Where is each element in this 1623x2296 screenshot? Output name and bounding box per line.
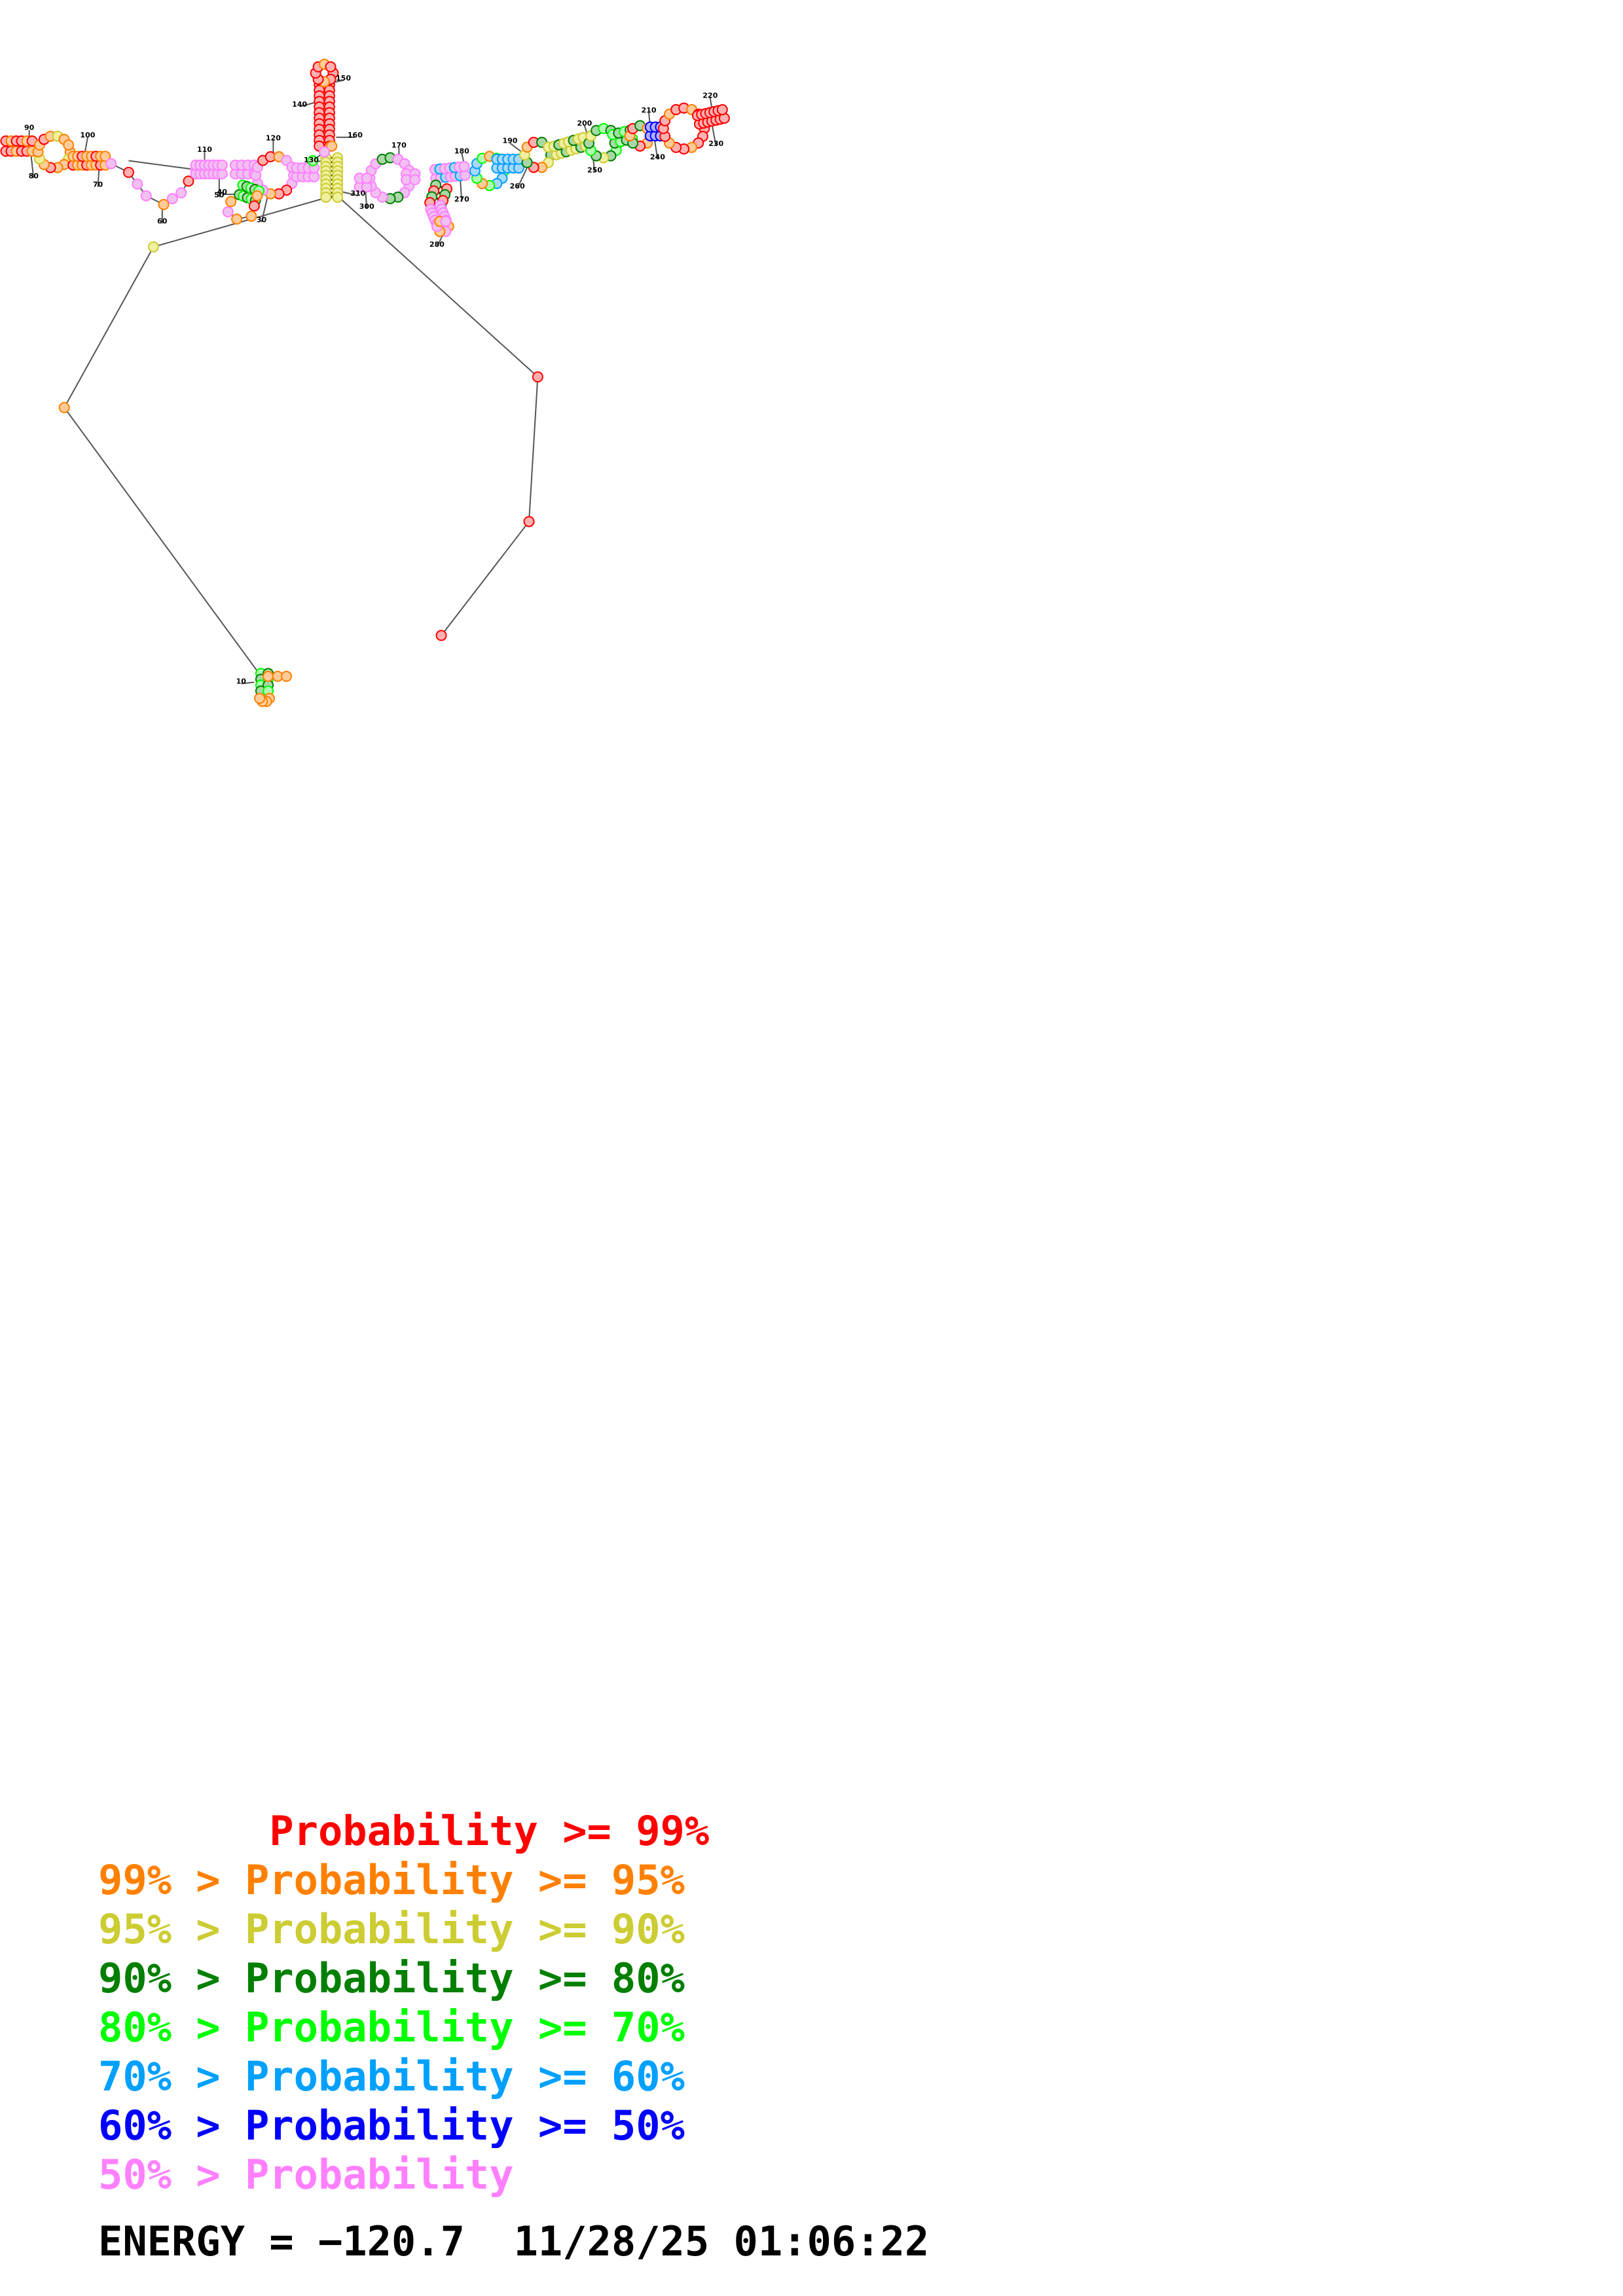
nucleotide [122, 166, 134, 178]
nucleotide [326, 140, 338, 152]
nucleotide [132, 178, 143, 190]
position-label: 140 [292, 100, 307, 109]
nucleotide [532, 371, 543, 383]
nucleotide [320, 191, 332, 203]
nucleotide [319, 146, 331, 158]
label-tick [84, 137, 88, 154]
nucleotide [175, 187, 187, 199]
position-label: 50 [214, 190, 225, 199]
position-label: 280 [429, 240, 445, 249]
nucleotide [263, 670, 274, 682]
nucleotide [435, 630, 447, 641]
energy-value: ENERGY = −120.7 [98, 2217, 465, 2265]
label-tick [241, 681, 255, 685]
legend-row-95: 99% > Probability >= 95% [98, 1856, 685, 1904]
label-tick [509, 142, 522, 152]
backbone-long [153, 195, 334, 248]
nucleotide [440, 215, 452, 227]
legend-row-60: 70% > Probability >= 60% [98, 2053, 685, 2100]
position-label: 120 [266, 134, 281, 142]
position-label: 240 [650, 152, 665, 161]
nucleotide [458, 160, 470, 172]
legend-row-50: 60% > Probability >= 50% [98, 2102, 685, 2149]
nucleotide [158, 198, 170, 210]
nucleotide [147, 241, 159, 253]
position-label: 60 [157, 217, 168, 225]
position-label: 80 [29, 171, 39, 180]
position-label: 270 [454, 195, 469, 204]
position-label: 110 [197, 145, 212, 154]
position-label: 40 [217, 188, 228, 196]
label-tick [653, 140, 659, 160]
nucleotide [231, 213, 243, 225]
nucleotide [58, 402, 70, 414]
backbone-long [340, 198, 539, 378]
backbone-long [528, 376, 539, 522]
backbone-long [441, 521, 530, 636]
nucleotide-circles [0, 58, 730, 708]
position-label: 180 [454, 147, 469, 155]
nucleotide [100, 151, 111, 162]
position-label: 30 [257, 215, 267, 224]
nucleotide [63, 139, 75, 151]
nucleotide [280, 670, 292, 682]
probability-legend: Probability >= 99% 99% > Probability >= … [98, 1806, 709, 2199]
nucleotide [325, 61, 337, 73]
position-label: 250 [587, 166, 602, 174]
nucleotide [307, 155, 319, 167]
position-label: 160 [348, 131, 363, 139]
legend-row-70: 80% > Probability >= 70% [98, 2003, 685, 2051]
nucleotide [225, 196, 237, 207]
timestamp: 11/28/25 01:06:22 [513, 2217, 930, 2265]
position-label: 230 [708, 139, 723, 148]
backbone-long [64, 407, 261, 675]
nucleotide [716, 104, 728, 116]
nucleotide [105, 158, 117, 170]
backbone-long [128, 160, 194, 170]
nucleotide [254, 692, 266, 704]
nucleotide [166, 193, 178, 205]
legend-row-below-50: 50% > Probability [98, 2151, 514, 2198]
position-label: 310 [350, 189, 365, 198]
position-label: 100 [80, 131, 95, 139]
position-label: 220 [702, 92, 718, 100]
position-label: 130 [304, 156, 319, 164]
position-label: 170 [392, 141, 407, 149]
nucleotide [248, 200, 260, 212]
label-tick [261, 197, 268, 223]
position-label: 90 [24, 124, 35, 132]
position-label: 260 [510, 182, 525, 190]
label-tick [340, 190, 359, 197]
position-label: 210 [642, 106, 657, 115]
label-tick [460, 179, 463, 202]
nucleotide [332, 191, 344, 203]
position-label: 200 [577, 119, 592, 128]
energy-footer: ENERGY = −120.7 11/28/25 01:06:22 [98, 2217, 929, 2265]
nucleotide [251, 190, 263, 202]
nucleotide [409, 174, 421, 186]
legend-row-80: 90% > Probability >= 80% [98, 1954, 685, 2002]
nucleotide [222, 206, 234, 218]
backbone-long [64, 246, 155, 408]
nucleotide [361, 172, 373, 184]
nucleotide [523, 516, 535, 528]
position-label: 190 [502, 137, 517, 145]
nucleotide [183, 175, 194, 187]
nucleotide [140, 190, 152, 202]
legend-row-99: Probability >= 99% [98, 1807, 710, 1855]
position-label: 300 [359, 202, 374, 211]
nucleotide [216, 159, 228, 171]
position-label: 70 [93, 181, 103, 189]
position-label: 150 [336, 74, 351, 82]
legend-row-90: 95% > Probability >= 90% [98, 1905, 685, 1953]
nucleotide [246, 210, 257, 222]
position-label: 10 [236, 677, 247, 686]
